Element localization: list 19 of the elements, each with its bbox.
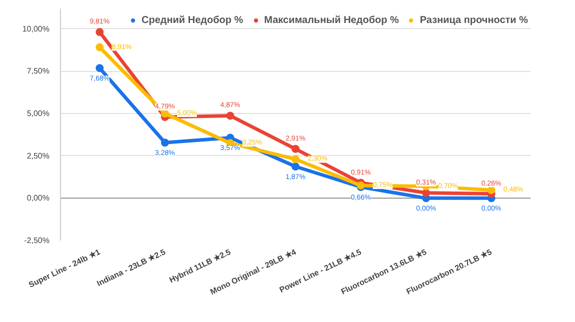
- point: [96, 43, 104, 52]
- point: [226, 112, 234, 120]
- point: [160, 110, 169, 118]
- point: [292, 162, 300, 170]
- point: [292, 144, 300, 153]
- legend-label: Максимальный Недобор %: [264, 14, 399, 26]
- y-tick-label: 5,00%: [26, 108, 50, 118]
- y-tick-label: 10,00%: [22, 24, 50, 34]
- y-tick-label: 0,00%: [26, 194, 50, 203]
- y-tick-label: -2,50%: [24, 236, 50, 245]
- point: [422, 188, 430, 197]
- y-tick-label: 7,50%: [26, 66, 50, 76]
- legend-label: Разница прочности %: [420, 14, 528, 26]
- legend-label: Средний Недобор %: [142, 14, 244, 26]
- point: [96, 28, 104, 36]
- point: [292, 155, 300, 164]
- point: [96, 64, 104, 72]
- point: [160, 138, 169, 147]
- y-tick-label: 2,50%: [26, 151, 50, 160]
